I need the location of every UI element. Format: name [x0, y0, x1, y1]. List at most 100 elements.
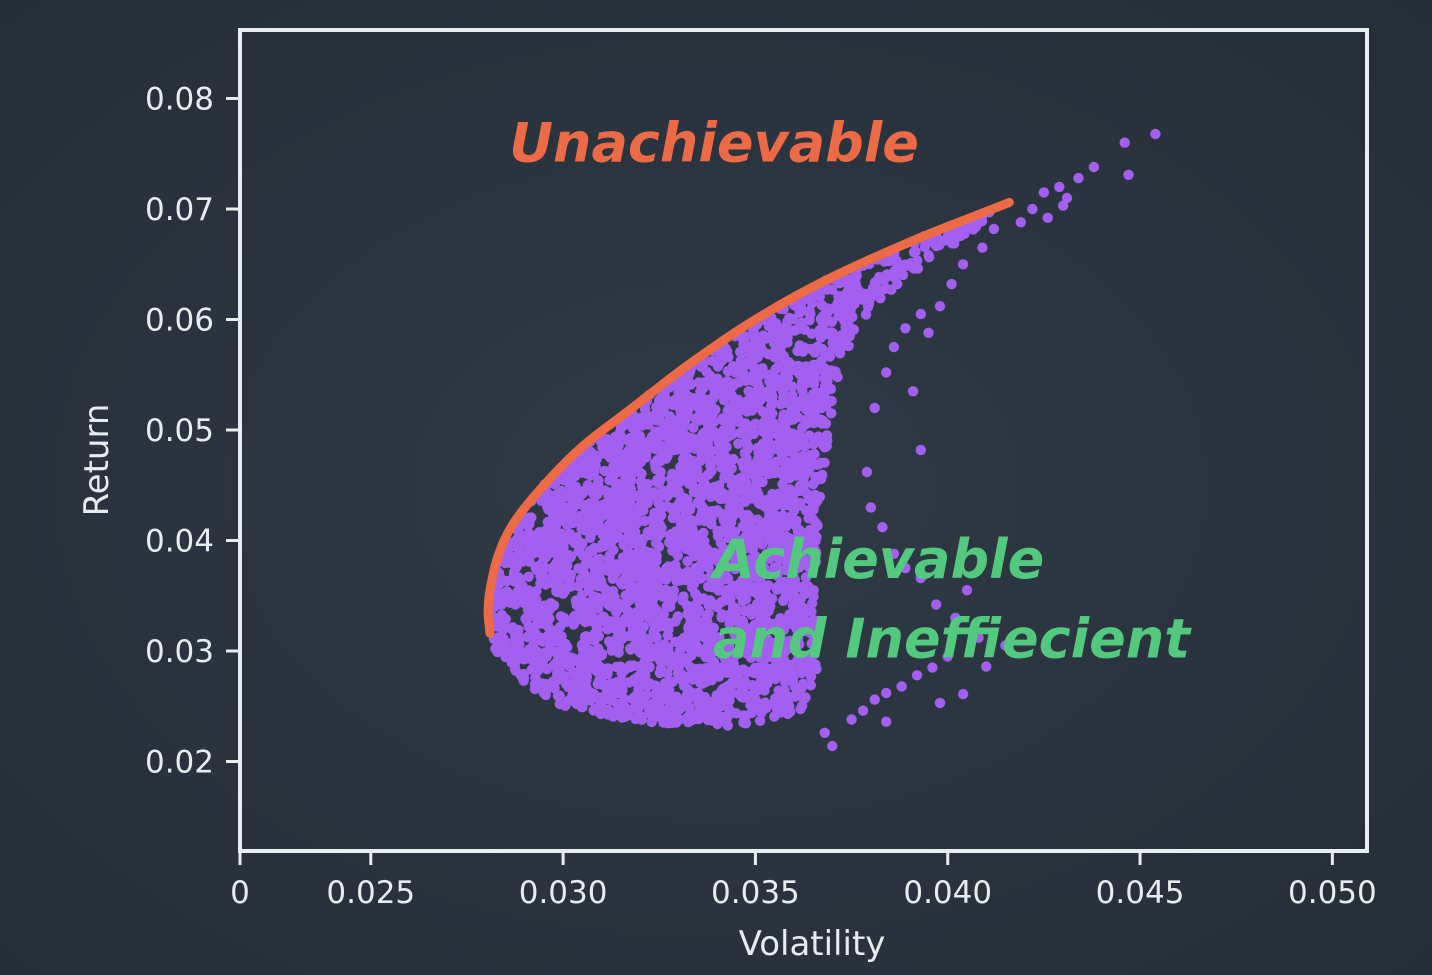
data-point [541, 679, 552, 690]
data-point [736, 640, 747, 651]
data-point [525, 631, 536, 642]
data-point [749, 333, 760, 344]
data-point [612, 499, 624, 510]
data-point [749, 623, 760, 635]
data-point [779, 688, 791, 700]
y-axis-title: Return [77, 404, 117, 517]
data-point [659, 430, 670, 441]
data-point [656, 586, 668, 597]
data-point [734, 548, 745, 559]
data-point [931, 599, 942, 610]
data-point [592, 624, 604, 635]
data-point [770, 673, 781, 685]
data-point [691, 569, 702, 581]
data-point [896, 681, 907, 692]
data-point [792, 562, 803, 574]
data-point [653, 414, 664, 425]
data-point [912, 255, 923, 266]
data-point [770, 693, 781, 704]
data-point [564, 479, 575, 491]
data-point [760, 618, 772, 629]
data-point [542, 516, 553, 528]
data-point [674, 535, 685, 546]
data-point [492, 632, 504, 643]
data-point [633, 614, 644, 625]
data-point [573, 563, 584, 574]
data-point [934, 697, 946, 709]
data-point [973, 632, 984, 643]
data-point [639, 403, 651, 414]
data-point [869, 277, 881, 288]
data-point [565, 581, 577, 592]
data-point [591, 703, 602, 714]
data-point [766, 388, 777, 399]
data-point [668, 444, 680, 456]
data-point [508, 569, 520, 580]
data-point [595, 505, 606, 517]
data-point [733, 535, 744, 547]
data-point [1000, 640, 1011, 651]
data-point [626, 520, 638, 532]
y-tick-label: 0.05 [145, 413, 214, 449]
data-point [644, 661, 655, 673]
data-point [623, 507, 635, 518]
data-point [597, 529, 609, 541]
data-point [782, 443, 794, 454]
data-point [632, 420, 643, 431]
data-point [775, 660, 786, 671]
data-point [608, 526, 619, 537]
data-point [816, 299, 827, 311]
data-point [585, 446, 596, 457]
data-point [977, 242, 988, 253]
data-point [747, 544, 758, 555]
data-point [879, 256, 890, 267]
data-point [788, 414, 799, 425]
data-point [817, 364, 828, 376]
data-point [761, 332, 772, 343]
data-point [519, 654, 530, 665]
data-point [738, 462, 749, 473]
data-point [578, 666, 590, 677]
data-point [672, 652, 683, 663]
data-point [578, 520, 590, 532]
data-point [775, 445, 786, 456]
data-point [758, 462, 770, 473]
data-point [596, 613, 607, 625]
data-point [563, 568, 574, 579]
data-point [747, 356, 758, 367]
data-point [493, 579, 504, 590]
data-point [801, 377, 812, 389]
data-point [655, 473, 666, 485]
data-point [602, 690, 613, 701]
data-point [881, 716, 892, 727]
data-point [563, 534, 575, 545]
data-point [797, 471, 808, 483]
data-point [682, 608, 693, 620]
data-point [959, 228, 970, 239]
data-point [946, 278, 957, 290]
data-point [797, 439, 809, 450]
data-point [552, 690, 564, 701]
data-point [886, 270, 897, 281]
data-point [803, 538, 814, 550]
data-point [734, 427, 746, 439]
data-point [580, 654, 591, 666]
x-axis-title: Volatility [739, 924, 886, 964]
x-tick-label: 0 [230, 875, 250, 911]
data-point [786, 639, 798, 650]
data-point [927, 662, 938, 673]
data-point [705, 423, 716, 434]
data-point [637, 677, 648, 688]
data-point [596, 649, 608, 661]
data-point [934, 301, 946, 312]
data-point [844, 330, 855, 342]
data-point [758, 640, 769, 651]
data-point [701, 483, 712, 494]
data-point [776, 512, 787, 524]
x-tick-label: 0.045 [1096, 875, 1185, 911]
data-point [812, 341, 823, 352]
x-axis-ticks: 0 0.025 0.030 0.035 0.040 0.045 0.050 [230, 851, 1377, 911]
data-point [792, 526, 804, 537]
